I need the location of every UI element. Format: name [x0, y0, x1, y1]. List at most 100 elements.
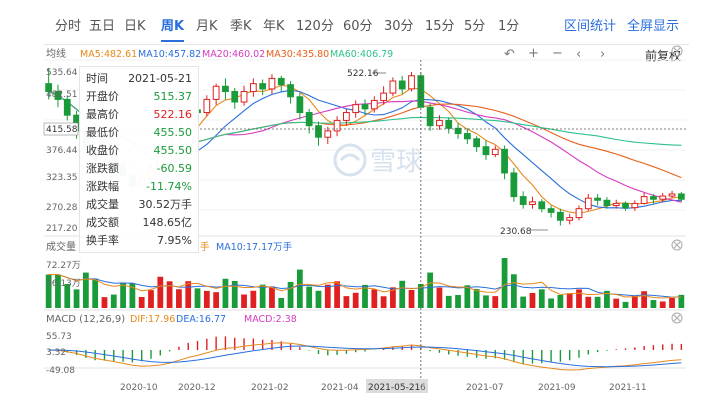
candle-body	[63, 98, 71, 116]
candle-body	[231, 91, 239, 103]
tooltip-value: 455.50	[153, 144, 193, 157]
tab-11[interactable]: 5分	[464, 19, 486, 34]
volume-bar	[129, 283, 136, 308]
tooltip-key: 最高价	[86, 108, 119, 121]
tooltip-row: 时间 2021-05-21	[86, 70, 192, 88]
volume-bar	[306, 286, 313, 308]
candle-body	[510, 172, 518, 198]
pan-right-icon[interactable]: ›	[600, 47, 606, 62]
tab-12[interactable]: 1分	[498, 19, 520, 34]
volume-bar	[604, 290, 610, 308]
interval-stats-link[interactable]: 区间统计	[564, 19, 617, 34]
tab-2[interactable]: 日K	[124, 19, 146, 34]
tab-3[interactable]: 周K	[161, 10, 185, 44]
volume-ma10-line	[48, 274, 682, 298]
legend-item: MA20:460.02	[202, 49, 265, 60]
volume-bar	[520, 296, 527, 308]
price-tick: 376.44	[46, 146, 78, 156]
candle-body	[650, 196, 657, 200]
date-tick: 2021-07	[466, 383, 504, 393]
volume-bar	[455, 295, 461, 308]
volume-bar	[269, 286, 275, 308]
price-tick: 323.35	[46, 173, 78, 183]
candle-body	[296, 96, 304, 114]
volume-bar	[101, 297, 108, 308]
price-tick: 482.51	[46, 90, 78, 100]
legend-item: MA60:406.79	[330, 49, 393, 60]
tab-9[interactable]: 30分	[384, 19, 414, 34]
legend-item: DEA:16.77	[176, 314, 226, 325]
tooltip-key: 最低价	[86, 126, 119, 139]
macd-tick: 3.32	[46, 348, 66, 358]
volume-bar	[483, 295, 489, 308]
volume-bar	[148, 290, 154, 308]
tab-1[interactable]: 五日	[89, 19, 116, 34]
candle-body	[557, 211, 564, 221]
volume-bar	[203, 290, 210, 308]
candle-body	[54, 91, 62, 100]
legend-item: MA30:435.80	[266, 49, 329, 60]
tooltip-value: 455.50	[153, 126, 193, 139]
volume-bar	[138, 297, 145, 308]
volume-bar	[334, 281, 340, 308]
panel-close-icon[interactable]	[671, 45, 683, 57]
tab-4[interactable]: 月K	[196, 19, 218, 34]
tab-divider	[44, 44, 689, 45]
candle-body	[612, 202, 620, 207]
date-tick: 2020-12	[178, 383, 216, 393]
volume-bar	[641, 291, 648, 308]
panel-close-icon[interactable]	[671, 239, 683, 251]
volume-bar	[557, 294, 564, 308]
volume-bar	[669, 297, 675, 308]
candle-body	[315, 125, 322, 138]
pan-left-icon[interactable]: ‹	[576, 47, 582, 62]
tooltip-value: -11.74%	[146, 180, 192, 193]
tab-7[interactable]: 120分	[296, 19, 334, 34]
tab-5[interactable]: 季K	[230, 19, 252, 34]
candle-body	[305, 112, 313, 127]
candle-body	[547, 208, 555, 213]
tab-10[interactable]: 15分	[425, 19, 455, 34]
volume-bar	[427, 272, 434, 308]
panel-close-icon[interactable]	[671, 312, 683, 324]
undo-icon[interactable]: ↶	[504, 47, 515, 62]
legend-item: MA10:457.82	[138, 49, 201, 60]
candle-body	[417, 75, 425, 108]
volume-bar	[73, 289, 80, 308]
legend-item: MA10:17.17万手	[216, 241, 293, 253]
volume-bar	[92, 278, 99, 308]
date-tick: 2021-02	[251, 383, 289, 393]
tooltip-row: 成交量 30.52万手	[86, 196, 192, 214]
tab-6[interactable]: 年K	[263, 19, 285, 34]
volume-bar	[594, 296, 601, 308]
volume-bar	[194, 288, 201, 308]
date-tick-fragment: 6	[420, 383, 426, 393]
tab-0[interactable]: 分时	[55, 19, 82, 34]
volume-bar	[631, 295, 638, 308]
volume-bar	[352, 292, 359, 308]
crosshair: 415.58	[43, 60, 686, 378]
candle-body	[454, 127, 462, 135]
crosshair-price: 415.58	[46, 125, 78, 135]
volume-bar	[538, 289, 545, 308]
volume-bar	[566, 293, 573, 308]
dea-line	[48, 345, 682, 368]
legends: 均线 MA5:482.61 MA10:457.82 MA20:460.02 MA30:4…	[46, 45, 683, 325]
legend-title: MACD (12,26,9)	[46, 314, 125, 325]
volume-bar	[371, 289, 378, 308]
volume-bar	[55, 274, 61, 308]
date-highlight	[366, 379, 428, 393]
tooltip-row: 涨跌幅 -11.74%	[86, 178, 192, 196]
candle-body	[389, 80, 397, 94]
volume-tick: 36.13万	[46, 279, 81, 289]
volume-bar	[650, 300, 657, 308]
candle-body	[361, 104, 369, 110]
fullscreen-link[interactable]: 全屏显示	[627, 19, 680, 34]
tooltip-row: 涨跌额 -60.59	[86, 160, 192, 178]
candle-body	[222, 85, 229, 93]
tab-8[interactable]: 60分	[343, 19, 373, 34]
zoom-out-icon[interactable]: −	[552, 46, 563, 61]
tooltip-value: 30.52万手	[138, 198, 193, 211]
zoom-in-icon[interactable]: +	[528, 46, 539, 61]
